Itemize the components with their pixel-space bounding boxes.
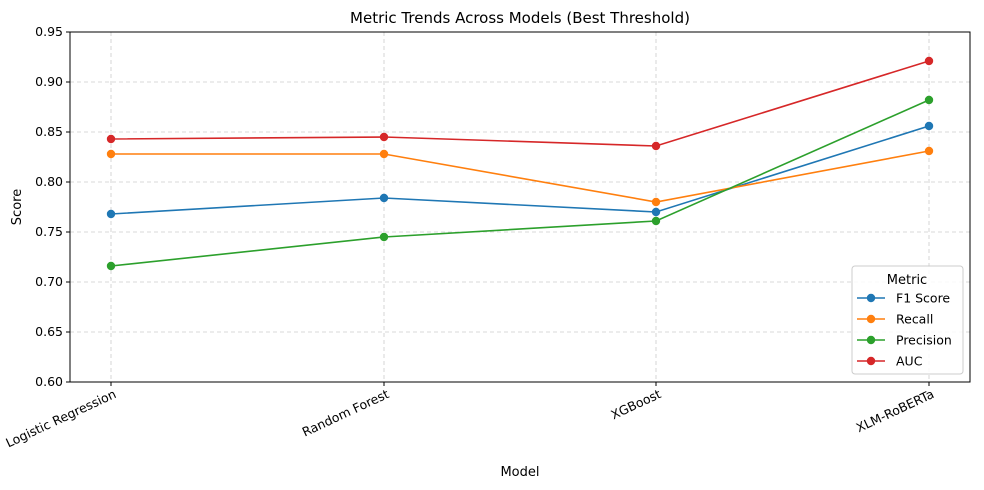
legend-title: Metric (887, 273, 927, 288)
data-point (651, 216, 661, 226)
plot-frame (69, 31, 971, 383)
x-axis-label: Model (500, 465, 539, 480)
data-point (106, 149, 116, 159)
y-axis: 0.60 0.65 0.70 0.75 0.80 0.85 0.90 0.95 (35, 24, 70, 389)
data-point (106, 209, 116, 219)
data-point (924, 121, 934, 131)
y-tick-label: 0.60 (35, 374, 63, 389)
y-tick-label: 0.75 (35, 224, 63, 239)
data-point (106, 134, 116, 144)
legend-swatch-marker (866, 314, 876, 324)
y-axis-label: Score (10, 189, 25, 225)
series-line (110, 125, 930, 215)
series-line (110, 60, 930, 147)
x-tick-label: XGBoost (608, 386, 663, 422)
legend: Metric F1 Score Recall Precision AUC (851, 265, 964, 375)
legend-label: F1 Score (896, 291, 950, 306)
data-point (106, 261, 116, 271)
x-tick-label: Logistic Regression (3, 386, 118, 450)
data-point (651, 141, 661, 151)
x-tick-label: Random Forest (300, 386, 392, 439)
series-line (110, 99, 930, 267)
legend-label: Precision (896, 333, 952, 348)
data-point (924, 95, 934, 105)
series-line (111, 150, 930, 203)
grid (70, 31, 970, 383)
data-point (651, 197, 661, 207)
y-tick-label: 0.95 (35, 24, 63, 39)
y-tick-label: 0.70 (35, 274, 63, 289)
y-tick-label: 0.80 (35, 174, 63, 189)
data-point (379, 232, 389, 242)
series-layer (106, 56, 934, 271)
legend-box (851, 265, 964, 375)
legend-label: Recall (896, 312, 933, 327)
x-tick-label: XLM-RoBERTa (854, 386, 937, 435)
chart-title: Metric Trends Across Models (Best Thresh… (350, 9, 690, 27)
legend-swatch-marker (866, 293, 876, 303)
y-tick-label: 0.90 (35, 74, 63, 89)
y-tick-label: 0.65 (35, 324, 63, 339)
data-point (924, 56, 934, 66)
data-point (379, 193, 389, 203)
data-point (924, 146, 934, 156)
data-point (379, 149, 389, 159)
data-point (379, 132, 389, 142)
data-point (651, 207, 661, 217)
legend-swatch-marker (866, 356, 876, 366)
legend-label: AUC (896, 354, 923, 369)
legend-swatch-marker (866, 335, 876, 345)
x-axis: Logistic Regression Random Forest XGBoost X… (3, 382, 936, 450)
y-tick-label: 0.85 (35, 124, 63, 139)
